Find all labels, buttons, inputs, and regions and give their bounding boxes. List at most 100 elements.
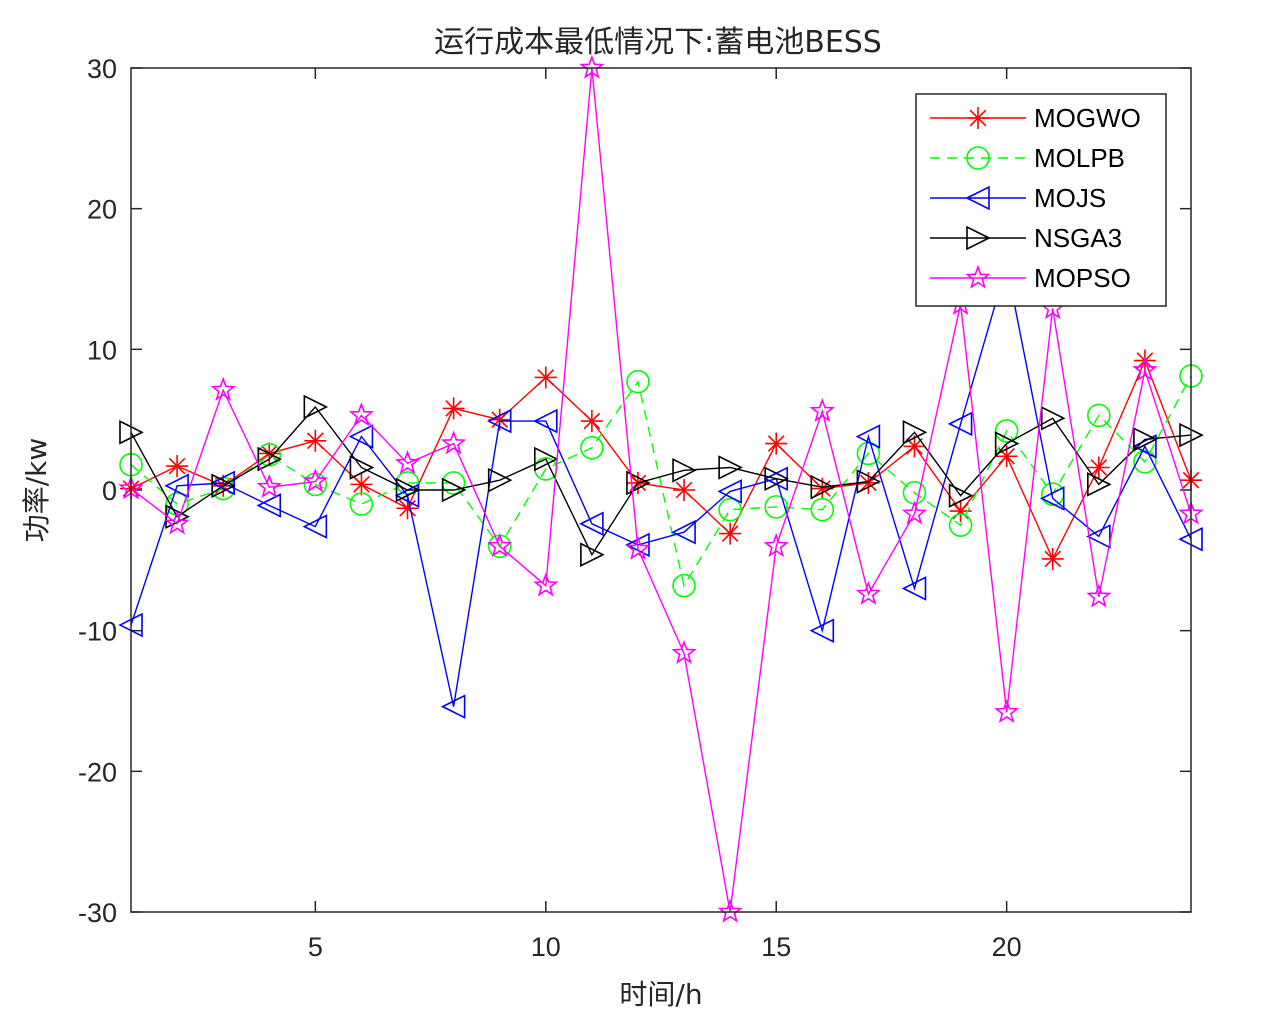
data-point-mopso: [625, 535, 651, 560]
data-point-mogwo: [580, 410, 603, 433]
data-point-nsga3: [810, 474, 836, 500]
y-tick-label: 30: [87, 54, 117, 84]
data-point-nsga3: [303, 394, 329, 420]
series-mopso: [118, 54, 1204, 923]
x-tick-label: 10: [531, 932, 561, 962]
data-point-nsga3: [1133, 427, 1158, 452]
data-point-nsga3: [533, 446, 559, 472]
data-point-mopso: [302, 468, 328, 493]
data-point-mogwo: [304, 429, 327, 452]
data-point-nsga3: [672, 458, 697, 483]
data-point-mojs: [256, 493, 282, 518]
data-point-molpb: [349, 492, 374, 516]
legend-marker: [966, 146, 990, 170]
data-point-mopso: [579, 54, 605, 79]
series-line-mogwo: [130, 358, 1192, 561]
tick-labels: -30 -20 -10 0 10 20 30 5 10 15 20: [78, 54, 1022, 962]
data-point-mojs: [1086, 524, 1111, 549]
data-point-nsga3: [1040, 405, 1066, 431]
data-point-mogwo: [166, 455, 189, 478]
legend-label: MOJS: [1034, 183, 1106, 213]
y-axis-label: 功率/kw: [20, 438, 53, 543]
data-point-mojs: [671, 519, 696, 545]
data-point-mopso: [901, 500, 928, 525]
legend: MOGWO MOLPB MOJS NSGA3 MOPSO: [915, 93, 1167, 307]
data-point-nsga3: [856, 469, 882, 494]
data-point-nsga3: [1087, 472, 1112, 497]
data-point-mopso: [1086, 583, 1112, 608]
data-point-nsga3: [441, 477, 467, 503]
data-point-mogwo: [719, 522, 742, 545]
legend-entry-nsga3: NSGA3: [930, 223, 1122, 253]
x-tick-label: 5: [308, 932, 323, 962]
data-point-mojs: [164, 473, 189, 499]
legend-entry-molpb: MOLPB: [930, 143, 1125, 173]
data-point-molpb: [672, 573, 696, 598]
legend-entry-mojs: MOJS: [930, 183, 1106, 213]
data-point-molpb: [764, 495, 789, 519]
legend-label: MOLPB: [1034, 143, 1125, 173]
legend-label: MOGWO: [1034, 103, 1141, 133]
data-point-mogwo: [350, 473, 373, 496]
y-tick-label: 10: [87, 335, 117, 365]
y-tick-label: -20: [78, 757, 117, 787]
data-point-mopso: [394, 450, 421, 475]
data-point-nsga3: [580, 542, 605, 568]
data-point-molpb: [626, 369, 650, 394]
y-tick-label: 0: [102, 476, 117, 506]
data-point-molpb: [718, 497, 742, 522]
data-point-mogwo: [673, 479, 696, 501]
y-tick-label: -10: [78, 617, 117, 647]
data-point-molpb: [810, 497, 835, 522]
data-point-molpb: [948, 513, 973, 537]
series-layer: [118, 54, 1204, 923]
y-tick-label: -30: [78, 898, 117, 928]
data-point-nsga3: [994, 431, 1020, 456]
data-point-mogwo: [1041, 547, 1064, 570]
data-point-nsga3: [211, 473, 236, 499]
axis-ticks: [131, 67, 1191, 913]
data-point-mopso: [763, 533, 789, 558]
legend-entry-mogwo: MOGWO: [930, 103, 1141, 133]
data-point-mojs: [1039, 486, 1065, 511]
data-point-mopso: [671, 639, 697, 664]
data-point-mogwo: [765, 432, 788, 455]
legend-label: NSGA3: [1034, 223, 1122, 253]
series-line-mopso: [130, 67, 1192, 913]
data-point-mopso: [440, 430, 467, 455]
data-point-nsga3: [349, 455, 375, 480]
data-point-nsga3: [395, 477, 421, 503]
data-point-nsga3: [764, 466, 790, 492]
data-point-molpb: [1133, 450, 1157, 474]
data-point-mopso: [256, 473, 282, 498]
data-point-mopso: [533, 572, 559, 597]
legend-marker: [967, 107, 989, 129]
data-point-mopso: [210, 376, 236, 401]
plot-frame: [130, 67, 1192, 913]
data-point-mopso: [164, 510, 190, 535]
y-tick-label: 20: [87, 195, 117, 225]
legend-box: [915, 93, 1167, 307]
data-point-molpb: [580, 435, 604, 460]
data-point-mopso: [809, 397, 835, 422]
data-point-molpb: [994, 419, 1019, 443]
data-point-mopso: [348, 402, 375, 427]
data-point-nsga3: [948, 483, 974, 508]
data-point-mogwo: [1087, 456, 1110, 479]
chart-title: 运行成本最低情况下:蓄电池BESS: [434, 25, 882, 60]
legend-marker: [965, 185, 990, 211]
data-point-mojs: [855, 424, 881, 449]
legend-marker: [965, 264, 991, 289]
x-axis-label: 时间/h: [619, 978, 702, 1011]
data-point-mojs: [486, 408, 512, 434]
legend-label: MOPSO: [1034, 263, 1131, 293]
data-point-mopso: [487, 533, 513, 558]
data-point-mopso: [855, 580, 882, 605]
data-point-molpb: [1087, 403, 1111, 428]
data-point-nsga3: [487, 467, 513, 493]
data-point-mopso: [717, 898, 743, 923]
data-point-mojs: [302, 514, 328, 539]
data-point-mogwo: [442, 397, 465, 420]
data-point-mojs: [579, 511, 604, 537]
